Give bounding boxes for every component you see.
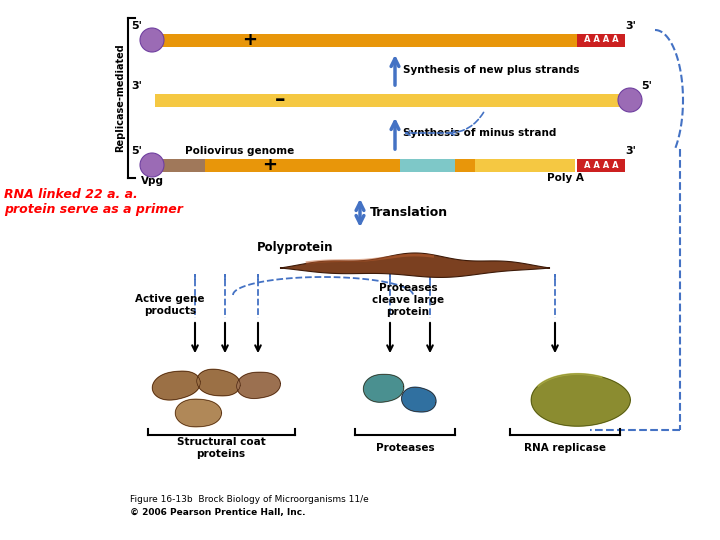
Text: 5': 5' (642, 81, 652, 91)
Text: 5': 5' (132, 146, 143, 156)
Text: Proteases
cleave large
protein: Proteases cleave large protein (372, 284, 444, 316)
Text: Synthesis of new plus strands: Synthesis of new plus strands (403, 65, 580, 75)
Text: +: + (263, 156, 277, 174)
Text: Figure 16-13b  Brock Biology of Microorganisms 11/e: Figure 16-13b Brock Biology of Microorga… (130, 496, 369, 504)
Text: –: – (275, 90, 285, 110)
Text: Vpg: Vpg (140, 176, 163, 186)
Polygon shape (364, 374, 404, 402)
Bar (475, 159, 575, 172)
Polygon shape (197, 369, 240, 396)
Text: © 2006 Pearson Prentice Hall, Inc.: © 2006 Pearson Prentice Hall, Inc. (130, 509, 305, 517)
Text: 5': 5' (132, 21, 143, 31)
Polygon shape (531, 374, 630, 426)
Bar (155, 93, 625, 106)
Text: A A A A: A A A A (584, 36, 618, 44)
Polygon shape (280, 253, 550, 278)
Text: Proteases: Proteases (376, 443, 434, 453)
Bar (577, 159, 625, 172)
Bar (400, 159, 455, 172)
Polygon shape (153, 371, 200, 400)
Text: Polyprotein: Polyprotein (257, 241, 333, 254)
Text: RNA linked 22 a. a.: RNA linked 22 a. a. (4, 188, 138, 201)
Text: protein serve as a primer: protein serve as a primer (4, 204, 183, 217)
Ellipse shape (140, 28, 164, 52)
Text: Poliovirus genome: Poliovirus genome (185, 146, 294, 156)
Bar (205, 159, 400, 172)
Polygon shape (176, 399, 222, 427)
Text: +: + (243, 31, 258, 49)
Bar (577, 33, 625, 46)
Ellipse shape (618, 88, 642, 112)
Bar (155, 33, 625, 46)
Bar (155, 159, 205, 172)
Text: Active gene
products: Active gene products (135, 294, 204, 316)
Polygon shape (402, 387, 436, 412)
Text: Translation: Translation (370, 206, 448, 219)
Ellipse shape (140, 153, 164, 177)
Text: 3': 3' (132, 81, 143, 91)
Polygon shape (237, 372, 280, 399)
Text: Synthesis of minus strand: Synthesis of minus strand (403, 128, 557, 138)
Text: 3': 3' (626, 146, 636, 156)
Text: Replicase-mediated: Replicase-mediated (115, 44, 125, 152)
Text: 3': 3' (626, 21, 636, 31)
Text: Poly A: Poly A (546, 173, 583, 183)
Text: RNA replicase: RNA replicase (524, 443, 606, 453)
Bar (455, 159, 475, 172)
Text: A A A A: A A A A (584, 160, 618, 170)
Text: Structural coat
proteins: Structural coat proteins (176, 437, 266, 459)
